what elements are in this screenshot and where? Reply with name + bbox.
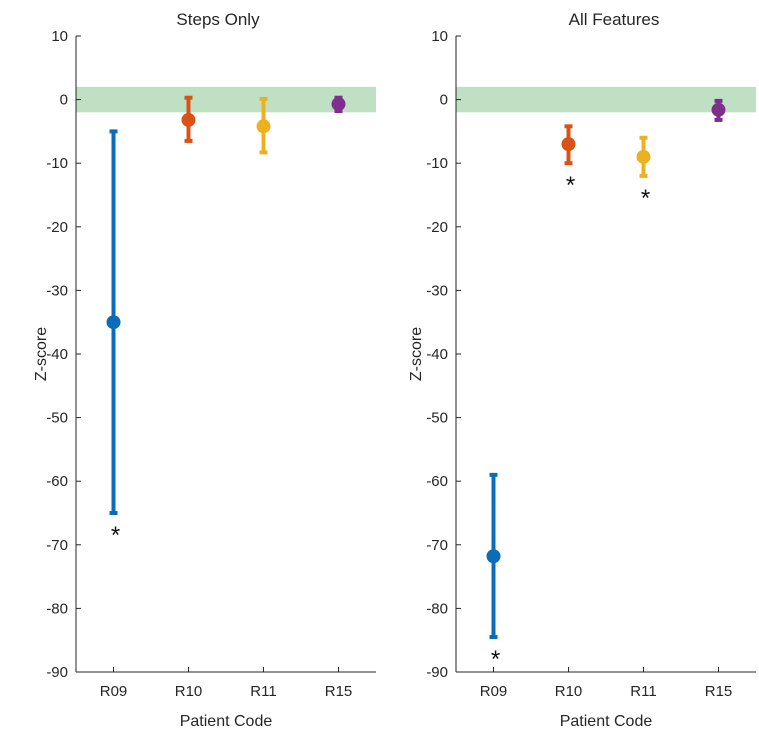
normal-range-band bbox=[456, 86, 756, 113]
x-tick-label: R10 bbox=[175, 683, 203, 700]
x-axis-label: Patient Code bbox=[180, 713, 273, 730]
x-tick-label: R09 bbox=[100, 683, 128, 700]
errorbar-r10 bbox=[181, 95, 196, 143]
data-point bbox=[636, 149, 651, 164]
y-tick-label: -60 bbox=[46, 473, 68, 490]
panel-steps-only: 10 0 -10 -20 -30 -40 -50 -60 -70 -80 -90 R09 R10 R11 R… bbox=[33, 10, 376, 730]
panel-title: Steps Only bbox=[176, 10, 260, 29]
data-point bbox=[331, 97, 346, 112]
significance-marker: * bbox=[566, 172, 575, 199]
y-tick-label: -20 bbox=[46, 219, 68, 236]
y-tick-label: -30 bbox=[426, 282, 448, 299]
y-tick-label: 10 bbox=[431, 28, 448, 45]
x-tick-label: R11 bbox=[250, 683, 276, 700]
panel-all-features: 10 0 -10 -20 -30 -40 -50 -60 -70 -80 -90 R09 R10 R11 R… bbox=[408, 10, 756, 730]
y-tick-label: 10 bbox=[51, 28, 68, 45]
y-axis-label: Z-score bbox=[33, 327, 50, 381]
panel-title: All Features bbox=[569, 10, 660, 29]
y-tick-label: -20 bbox=[426, 219, 448, 236]
significance-marker: * bbox=[641, 185, 650, 212]
errorbar-r15 bbox=[711, 98, 726, 122]
y-tick-label: -80 bbox=[426, 600, 448, 617]
data-point bbox=[256, 119, 271, 134]
y-tick-label: -90 bbox=[46, 664, 68, 681]
y-tick-label: -40 bbox=[46, 346, 68, 363]
data-point bbox=[486, 549, 501, 564]
y-tick-label: -70 bbox=[46, 537, 68, 554]
x-axis-label: Patient Code bbox=[560, 713, 653, 730]
y-tick-label: -70 bbox=[426, 537, 448, 554]
x-tick-label: R09 bbox=[480, 683, 508, 700]
data-point bbox=[106, 315, 121, 330]
data-point bbox=[181, 112, 196, 127]
significance-marker: * bbox=[111, 522, 120, 549]
y-tick-label: 0 bbox=[440, 92, 448, 109]
errorbar-r11 bbox=[256, 96, 271, 155]
data-point bbox=[561, 137, 576, 152]
y-tick-label: -90 bbox=[426, 664, 448, 681]
x-tick-label: R15 bbox=[325, 683, 353, 700]
y-tick-label: -40 bbox=[426, 346, 448, 363]
y-axis-label: Z-score bbox=[408, 327, 425, 381]
y-tick-label: -60 bbox=[426, 473, 448, 490]
y-tick-label: -30 bbox=[46, 282, 68, 299]
x-tick-label: R15 bbox=[705, 683, 733, 700]
data-point bbox=[711, 102, 726, 117]
errorbar-r15 bbox=[331, 95, 346, 114]
normal-range-band bbox=[76, 86, 376, 113]
errorbar-r11: * bbox=[636, 135, 651, 212]
significance-marker: * bbox=[491, 646, 500, 673]
y-tick-label: -50 bbox=[426, 410, 448, 427]
x-tick-label: R10 bbox=[555, 683, 583, 700]
errorbar-r10: * bbox=[561, 124, 576, 199]
x-tick-label: R11 bbox=[630, 683, 656, 700]
y-tick-label: -10 bbox=[426, 155, 448, 172]
errorbar-r09: * bbox=[106, 129, 121, 549]
y-tick-label: -80 bbox=[46, 600, 68, 617]
y-tick-label: -50 bbox=[46, 410, 68, 427]
errorbar-r09: * bbox=[486, 472, 501, 673]
y-tick-label: 0 bbox=[60, 92, 68, 109]
y-tick-label: -10 bbox=[46, 155, 68, 172]
